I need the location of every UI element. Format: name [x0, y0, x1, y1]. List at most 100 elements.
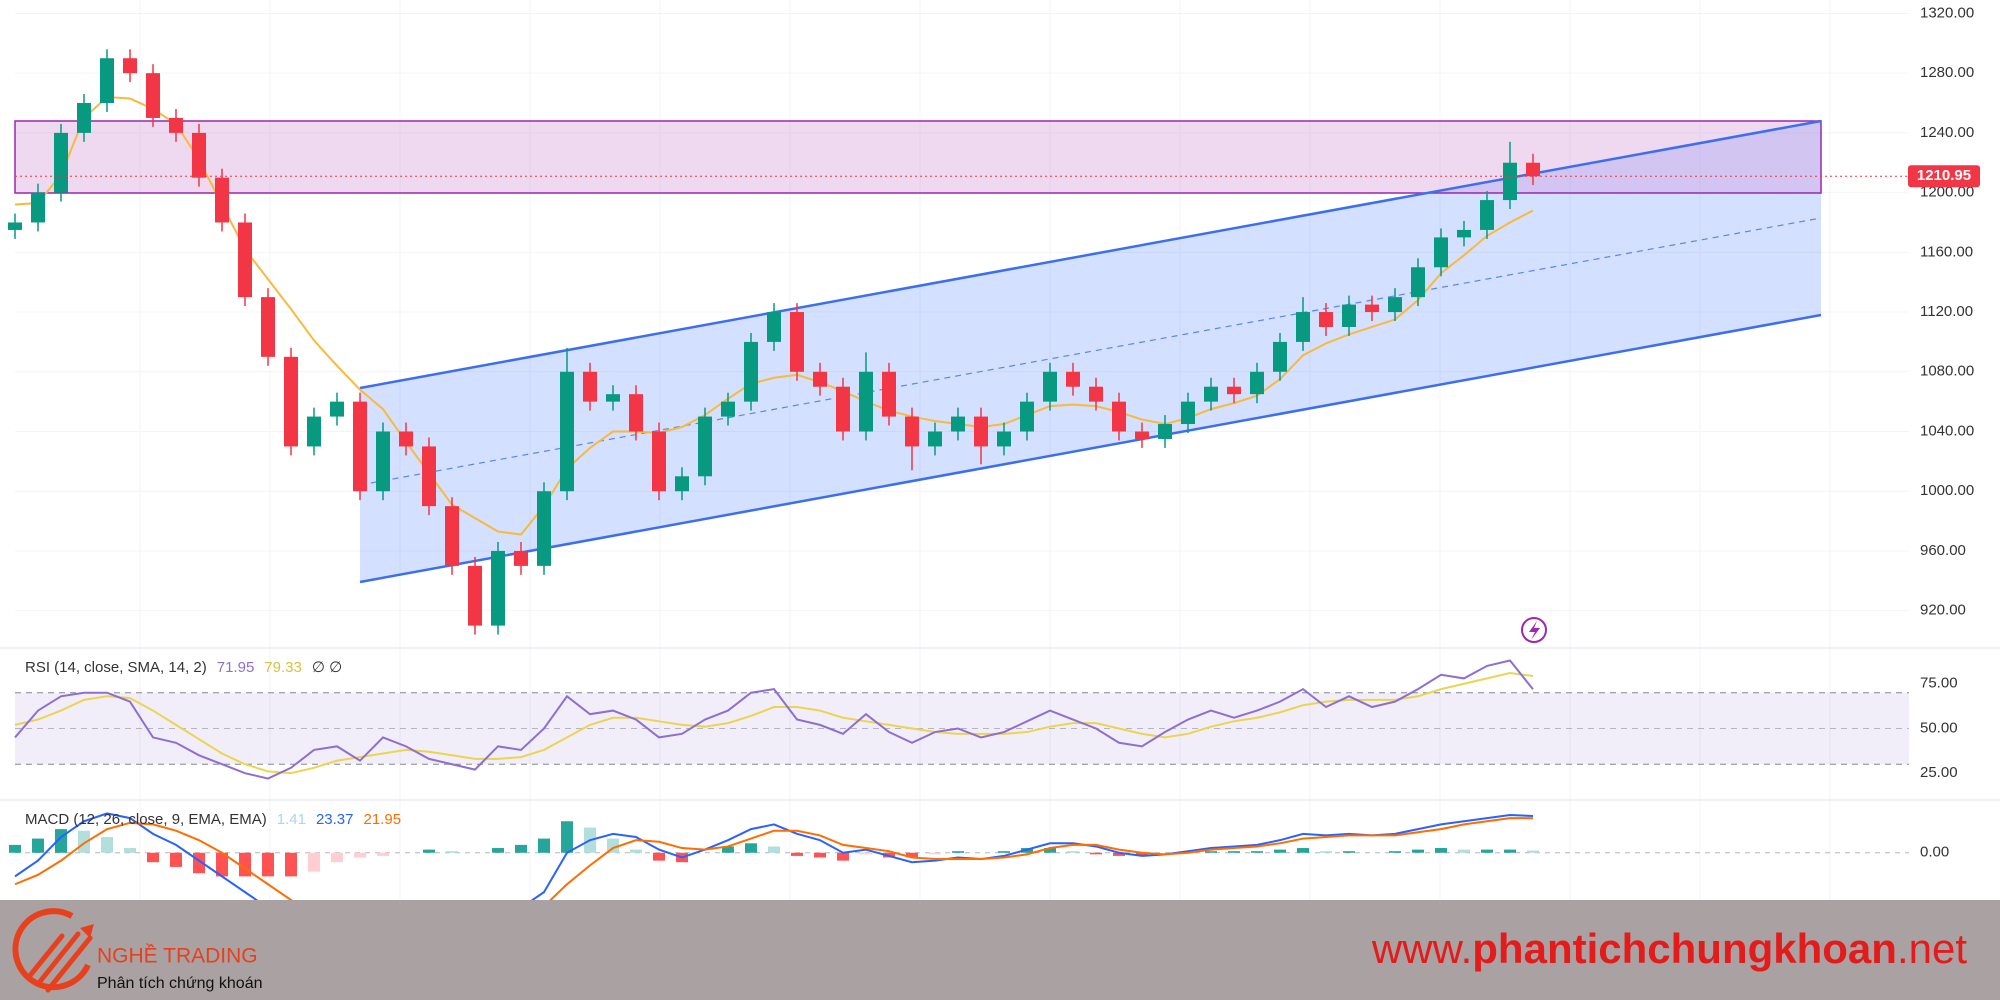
candle-body — [928, 431, 942, 447]
histogram-bar — [722, 846, 734, 853]
candle-body — [882, 371, 896, 417]
url-prefix: www. — [1371, 925, 1472, 972]
candle-body — [721, 401, 735, 417]
histogram-bar — [1090, 852, 1102, 855]
candle-body — [514, 550, 528, 566]
candle-body — [537, 491, 551, 566]
histogram-bar — [561, 821, 573, 853]
tagline: Phân tích chứng khoán — [97, 975, 263, 992]
histogram-bar — [1044, 848, 1056, 853]
y-tick-label: 1040.00 — [1920, 422, 1974, 439]
candle-body — [1365, 304, 1379, 313]
histogram-bar — [745, 843, 757, 853]
candle-body — [1020, 401, 1034, 432]
brand: NGHỀ TRADING — [97, 945, 258, 968]
histogram-bar — [1205, 851, 1217, 853]
rsi-value: 71.95 — [217, 659, 255, 676]
rsi-pane — [14, 659, 1909, 780]
y-tick-label: 1160.00 — [1920, 243, 1973, 260]
histogram-bar — [630, 849, 642, 853]
website[interactable]: www.phantichchungkhoan.net — [1371, 925, 1967, 972]
candle-body — [997, 431, 1011, 447]
candle-body — [307, 416, 321, 447]
candle-body — [652, 431, 666, 492]
histogram-bar — [768, 846, 780, 853]
candle-body — [1480, 200, 1494, 230]
histogram-bar — [446, 851, 458, 853]
histogram-bar — [1389, 851, 1401, 853]
indicator-line — [14, 659, 1534, 780]
lightning — [1529, 621, 1540, 640]
last-price-box — [1908, 165, 1980, 188]
candle-body — [1342, 304, 1356, 327]
y-tick-label: 75.00 — [1920, 675, 1958, 692]
histogram-bar — [1504, 849, 1516, 853]
candle-body — [1066, 371, 1080, 387]
y-tick-label: 960.00 — [1920, 542, 1966, 559]
candle-body — [698, 416, 712, 477]
candle-body — [675, 476, 689, 492]
histogram-bar — [1136, 852, 1148, 856]
indicator-line — [14, 672, 1534, 775]
candle-body — [31, 192, 45, 223]
url-suffix: .net — [1897, 925, 1967, 972]
histogram-bar — [492, 848, 504, 853]
histogram-bar — [515, 844, 527, 853]
histogram-bar — [285, 852, 297, 877]
candle-body — [54, 132, 68, 193]
candle-body — [8, 222, 22, 230]
candle-body — [445, 506, 459, 566]
candle-body — [1227, 386, 1241, 395]
candle-body — [1089, 386, 1103, 402]
candle-body — [1043, 371, 1057, 402]
rsi-extra: ∅ ∅ — [312, 659, 342, 676]
logo — [12, 908, 94, 993]
y-tick-label: 0.00 — [1920, 844, 1949, 861]
candle-body — [1135, 431, 1149, 439]
histogram-bar — [331, 852, 343, 863]
candle-body — [606, 394, 620, 402]
histogram-bar — [1435, 848, 1447, 853]
candle-body — [1158, 424, 1172, 439]
candle-body — [238, 222, 252, 298]
vertical-grid — [139, 0, 1831, 900]
candle-body — [974, 416, 988, 447]
candle-body — [1181, 401, 1195, 425]
histogram-bar — [124, 848, 136, 853]
candle-body — [905, 416, 919, 447]
candle-body — [123, 58, 137, 74]
y-tick-label: 1200.00 — [1920, 184, 1974, 201]
y-tick-label: 1280.00 — [1920, 64, 1974, 81]
rsi-title: RSI (14, close, SMA, 14, 2) — [25, 659, 207, 676]
histogram-bar — [423, 849, 435, 853]
histogram-bar — [1458, 849, 1470, 853]
candle-body — [261, 297, 275, 357]
histogram-bar — [1527, 850, 1539, 853]
candle-body — [560, 371, 574, 492]
candle-body — [1250, 371, 1264, 395]
y-tick-label: 25.00 — [1920, 764, 1958, 781]
candle-body — [1273, 341, 1287, 372]
histogram-bar — [791, 852, 803, 856]
y-tick-label: 1320.00 — [1920, 4, 1974, 21]
macd-signal-value: 21.95 — [364, 811, 402, 828]
rsi-sma-value: 79.33 — [264, 659, 302, 676]
candle-body — [813, 371, 827, 387]
histogram-bar — [1251, 851, 1263, 853]
candle-body — [399, 431, 413, 447]
histogram-bar — [1343, 851, 1355, 853]
candle-body — [951, 416, 965, 432]
candle-body — [1204, 386, 1218, 402]
candle-body — [100, 58, 114, 104]
candle-body — [192, 132, 206, 178]
candle-body — [284, 356, 298, 447]
histogram-bar — [653, 852, 665, 861]
histogram-bar — [1274, 849, 1286, 853]
candle-body — [859, 371, 873, 432]
histogram-bar — [906, 852, 918, 858]
histogram-bar — [377, 852, 389, 856]
candle-body — [491, 550, 505, 626]
histogram-bar — [354, 852, 366, 858]
candle-body — [1296, 312, 1310, 342]
